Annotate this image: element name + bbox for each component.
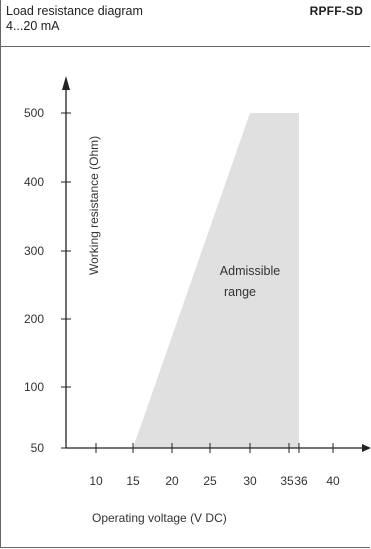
x-axis-title: Operating voltage (V DC) [92, 511, 227, 525]
x-tick-label: 10 [89, 474, 103, 488]
y-tick-label: 400 [24, 175, 44, 189]
y-tick-label: 500 [24, 106, 44, 120]
y-tick-label: 100 [24, 380, 44, 394]
model-code: RPFF-SD [309, 4, 363, 18]
chart-subtitle: 4...20 mA [6, 19, 60, 33]
x-tick-label: 25 [203, 474, 217, 488]
region-label-line2: range [224, 285, 256, 299]
x-axis-arrow [362, 444, 371, 452]
y-axis-arrow [62, 76, 70, 90]
x-tick-label: 36 [294, 474, 308, 488]
y-axis-title: Working resistance (Ohm) [87, 136, 101, 275]
x-tick-label: 30 [243, 474, 257, 488]
region-label-line1: Admissible [220, 264, 280, 278]
y-tick-label: 50 [31, 441, 45, 455]
y-tick-label: 200 [24, 312, 44, 326]
chart-title: Load resistance diagram [6, 4, 143, 18]
x-tick-label: 15 [126, 474, 140, 488]
x-tick-label: 20 [165, 474, 179, 488]
admissible-range-region [133, 113, 299, 448]
header-divider [0, 46, 370, 47]
x-tick-label: 40 [326, 474, 340, 488]
x-tick-label: 35 [280, 474, 294, 488]
y-tick-label: 300 [24, 244, 44, 258]
